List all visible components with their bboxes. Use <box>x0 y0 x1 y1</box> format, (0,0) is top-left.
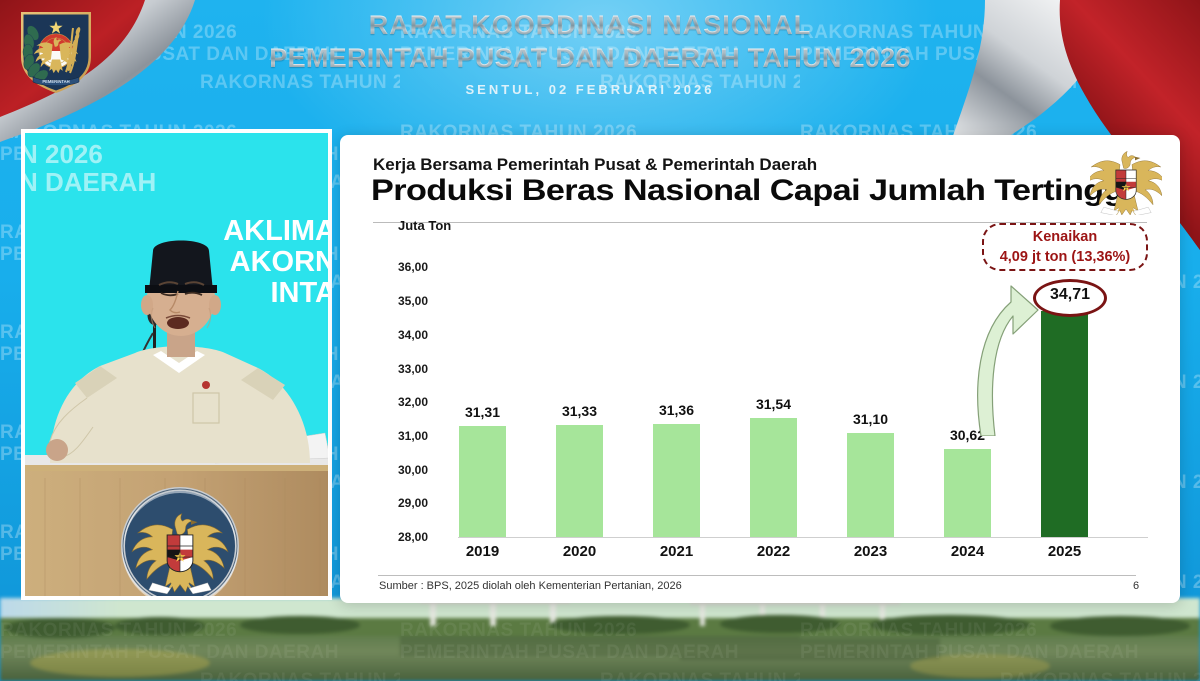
svg-text:PEMERINTAH: PEMERINTAH <box>42 79 69 84</box>
